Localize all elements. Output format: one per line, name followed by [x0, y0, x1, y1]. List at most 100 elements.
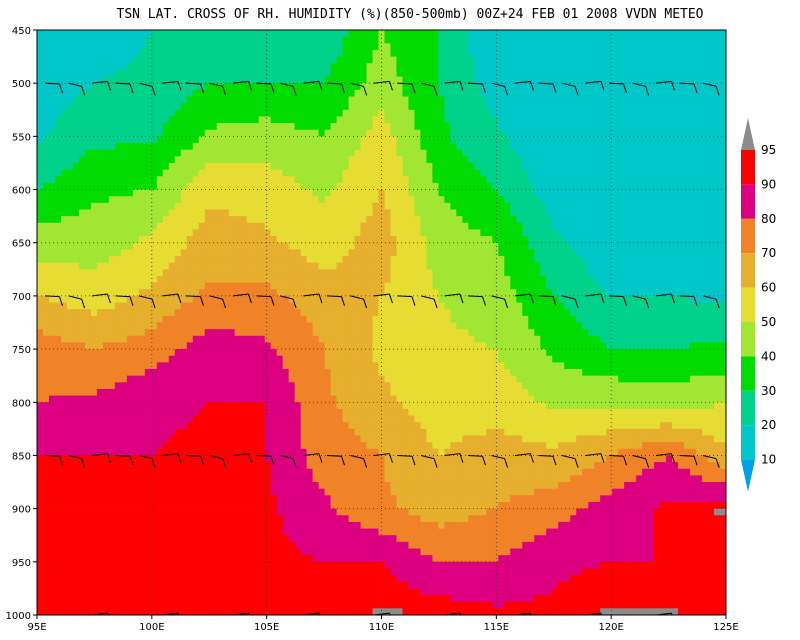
humidity-cell [324, 568, 332, 576]
humidity-cell [54, 508, 62, 516]
humidity-cell [156, 508, 164, 516]
humidity-cell [96, 375, 104, 383]
humidity-cell [336, 282, 344, 290]
humidity-cell [204, 196, 212, 204]
humidity-cell [96, 96, 104, 104]
humidity-cell [102, 229, 110, 237]
humidity-cell [156, 595, 164, 603]
humidity-cell [246, 236, 254, 244]
humidity-cell [312, 448, 320, 457]
humidity-cell [294, 63, 302, 71]
humidity-cell [354, 488, 362, 496]
humidity-cell [198, 588, 206, 596]
humidity-cell [108, 521, 116, 530]
humidity-cell [132, 182, 140, 191]
humidity-cell [168, 508, 176, 516]
humidity-cell [324, 501, 332, 510]
humidity-cell [78, 309, 86, 317]
humidity-cell [300, 395, 308, 403]
humidity-cell [210, 89, 218, 98]
humidity-cell [222, 69, 230, 78]
humidity-cell [108, 229, 116, 237]
humidity-cell [66, 575, 74, 583]
humidity-cell [336, 136, 344, 144]
humidity-cell [240, 69, 248, 78]
humidity-cell [66, 435, 74, 443]
humidity-cell [342, 495, 350, 503]
humidity-cell [90, 63, 98, 71]
humidity-cell [306, 548, 314, 556]
humidity-cell [42, 89, 50, 98]
humidity-cell [37, 202, 44, 211]
humidity-cell [246, 528, 254, 536]
humidity-cell [84, 136, 92, 144]
humidity-cell [90, 568, 98, 576]
humidity-cell [306, 282, 314, 290]
humidity-cell [168, 482, 176, 490]
humidity-cell [168, 123, 176, 131]
humidity-cell [132, 568, 140, 576]
humidity-cell [84, 209, 92, 217]
humidity-cell [294, 249, 302, 257]
humidity-cell [246, 415, 254, 423]
humidity-cell [270, 216, 278, 224]
humidity-cell [300, 408, 308, 417]
humidity-cell [210, 83, 218, 91]
humidity-cell [126, 388, 134, 397]
humidity-cell [360, 69, 368, 78]
humidity-cell [216, 322, 224, 330]
humidity-cell [102, 103, 110, 111]
humidity-cell [348, 521, 356, 530]
humidity-cell [90, 601, 98, 609]
humidity-cell [144, 189, 152, 197]
humidity-cell [84, 488, 92, 496]
humidity-cell [204, 89, 212, 98]
humidity-cell [72, 555, 80, 563]
humidity-cell [330, 488, 338, 496]
humidity-cell [252, 535, 260, 543]
humidity-cell [324, 588, 332, 596]
humidity-cell [318, 362, 326, 370]
humidity-cell [228, 541, 236, 550]
humidity-cell [276, 475, 284, 483]
humidity-cell [210, 136, 218, 144]
humidity-cell [180, 322, 188, 330]
humidity-cell [37, 242, 44, 250]
humidity-cell [258, 415, 266, 423]
humidity-cell [156, 422, 164, 430]
humidity-cell [162, 322, 170, 330]
humidity-cell [264, 362, 272, 370]
humidity-cell [42, 123, 50, 131]
humidity-cell [37, 162, 44, 171]
humidity-cell [84, 149, 92, 157]
humidity-cell [144, 395, 152, 403]
humidity-cell [60, 196, 68, 204]
humidity-cell [252, 189, 260, 197]
humidity-cell [186, 109, 194, 118]
humidity-cell [240, 601, 248, 609]
humidity-cell [114, 169, 122, 177]
humidity-cell [282, 588, 290, 596]
humidity-cell [234, 222, 242, 231]
humidity-cell [60, 528, 68, 536]
humidity-cell [300, 495, 308, 503]
humidity-cell [96, 143, 104, 151]
humidity-cell [372, 209, 380, 217]
humidity-cell [48, 116, 56, 124]
humidity-cell [252, 468, 260, 476]
humidity-cell [150, 116, 158, 124]
humidity-cell [126, 488, 134, 496]
humidity-cell [156, 568, 164, 576]
humidity-cell [54, 442, 62, 450]
humidity-cell [366, 143, 374, 151]
humidity-cell [42, 495, 50, 503]
humidity-cell [54, 528, 62, 536]
humidity-cell [222, 329, 230, 337]
humidity-cell [264, 608, 272, 615]
humidity-cell [204, 136, 212, 144]
humidity-cell [312, 229, 320, 237]
humidity-cell [336, 575, 344, 583]
humidity-cell [90, 329, 98, 337]
humidity-cell [270, 415, 278, 423]
humidity-cell [300, 422, 308, 430]
